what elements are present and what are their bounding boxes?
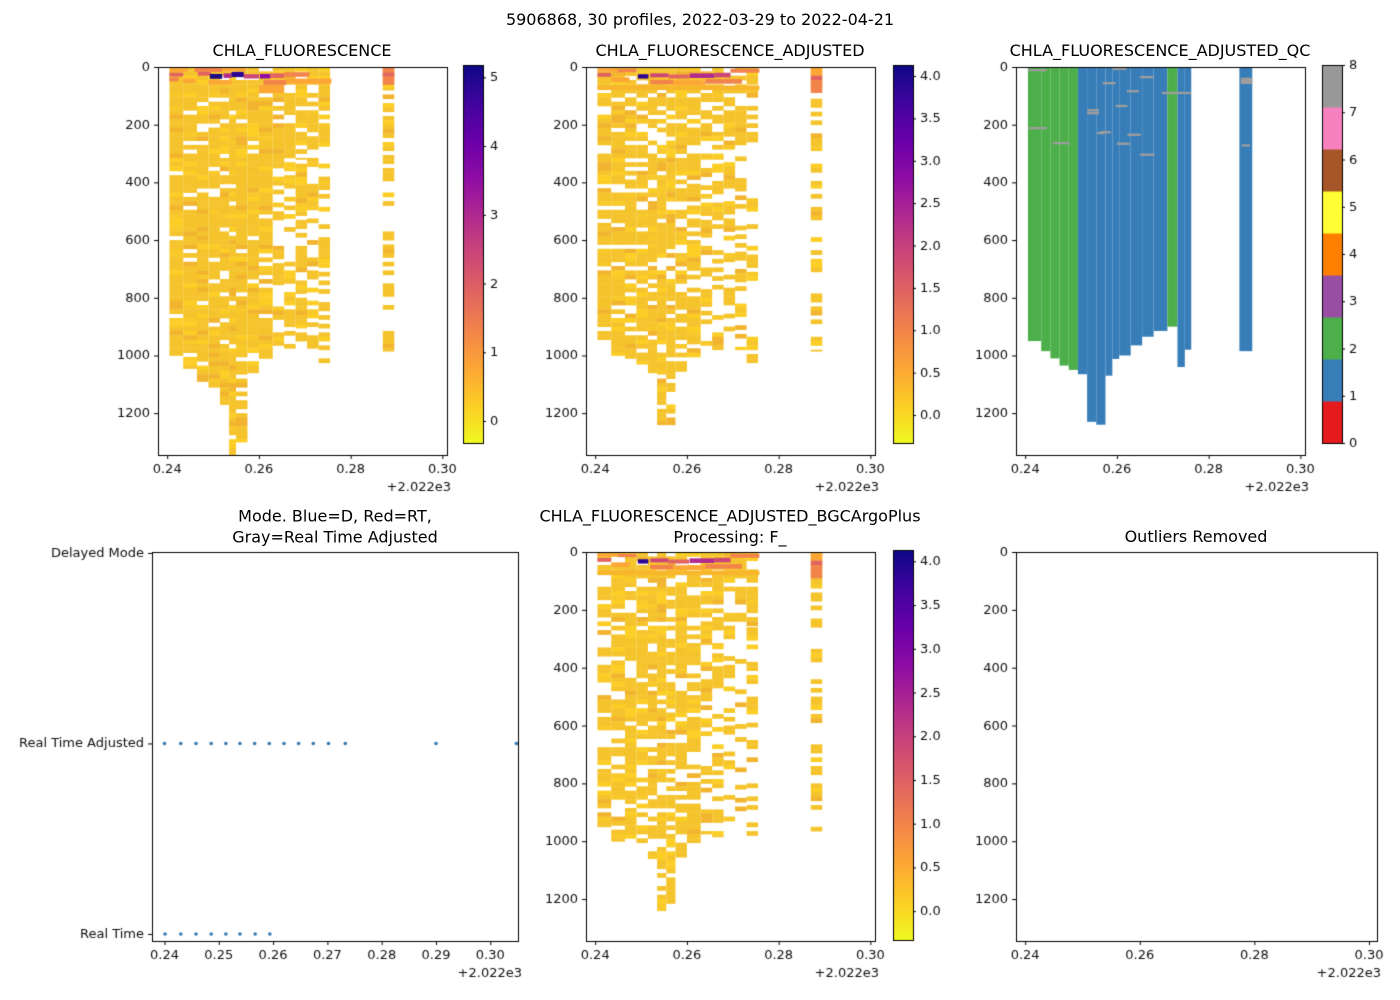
- subplot-title-chla-fluorescence: CHLA_FLUORESCENCE: [212, 41, 392, 61]
- subplot-title-mode: Mode. Blue=D, Red=RT, Gray=Real Time Adj…: [232, 506, 438, 547]
- subplot-title-chla-fluorescence-adjusted-qc: CHLA_FLUORESCENCE_ADJUSTED_QC: [1009, 41, 1311, 61]
- subplot-title-bgcargoplus: CHLA_FLUORESCENCE_ADJUSTED_BGCArgoPlus P…: [539, 506, 921, 547]
- subplot-title-chla-fluorescence-adjusted: CHLA_FLUORESCENCE_ADJUSTED: [595, 41, 865, 61]
- subplot-title-outliers-removed: Outliers Removed: [1124, 527, 1268, 547]
- figure-suptitle: 5906868, 30 profiles, 2022-03-29 to 2022…: [505, 10, 895, 29]
